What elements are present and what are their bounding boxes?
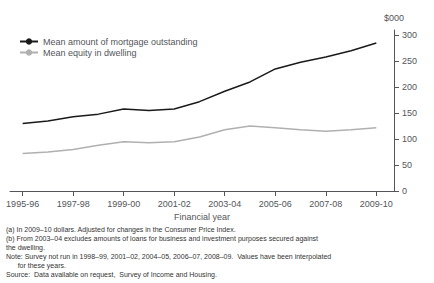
svg-text:100: 100 — [402, 134, 417, 144]
svg-text:300: 300 — [402, 30, 417, 40]
svg-text:50: 50 — [402, 160, 412, 170]
svg-text:2009-10: 2009-10 — [360, 199, 393, 209]
svg-text:Note: Survey not run in 1998–9: Note: Survey not run in 1998–99, 2001–02… — [6, 253, 331, 261]
svg-text:1997-98: 1997-98 — [57, 199, 90, 209]
svg-text:(a) In 2009–10 dollars. Adjust: (a) In 2009–10 dollars. Adjusted for cha… — [6, 226, 236, 234]
svg-text:1999-00: 1999-00 — [107, 199, 140, 209]
svg-text:Source: Data available on req: Source: Data available on request, Surve… — [6, 271, 217, 279]
svg-text:2005-06: 2005-06 — [259, 199, 292, 209]
svg-text:(b) From 2003–04 excludes amou: (b) From 2003–04 excludes amounts of loa… — [6, 235, 318, 243]
svg-text:150: 150 — [402, 108, 417, 118]
svg-text:Mean equity in dwelling: Mean equity in dwelling — [43, 48, 137, 58]
svg-text:the dwelling.: the dwelling. — [6, 244, 45, 252]
svg-text:1995-96: 1995-96 — [6, 199, 39, 209]
svg-text:2003-04: 2003-04 — [208, 199, 241, 209]
svg-text:for these years.: for these years. — [6, 262, 66, 270]
svg-text:Financial year: Financial year — [174, 212, 230, 222]
svg-text:$000: $000 — [384, 13, 404, 23]
svg-text:200: 200 — [402, 82, 417, 92]
svg-text:2001-02: 2001-02 — [158, 199, 191, 209]
svg-text:250: 250 — [402, 56, 417, 66]
svg-text:2007-08: 2007-08 — [309, 199, 342, 209]
svg-text:Mean amount of mortgage outsta: Mean amount of mortgage outstanding — [43, 37, 198, 47]
svg-text:0: 0 — [402, 186, 407, 196]
